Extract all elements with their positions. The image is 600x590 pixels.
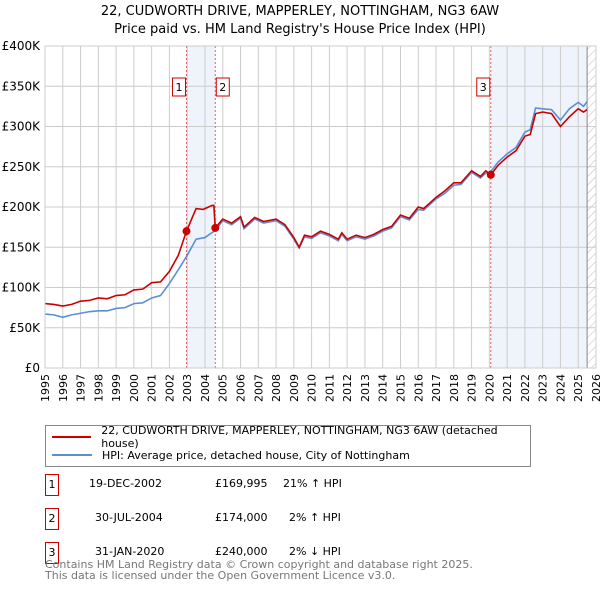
x-tick-label: 2006: [235, 374, 248, 402]
sale-hpi-diff: 2% ↓ HPI: [289, 545, 341, 558]
x-tick-label: 2011: [323, 374, 336, 402]
x-tick-label: 2007: [252, 374, 265, 402]
x-tick-label: 1997: [75, 374, 88, 402]
x-tick-label: 2009: [288, 374, 301, 402]
sale-marker-label: 3: [480, 81, 487, 94]
sale-marker-box: [171, 77, 186, 97]
legend-swatch-blue: [52, 454, 92, 456]
y-tick-label: £100K: [2, 281, 42, 295]
sale-marker-label: 1: [175, 81, 182, 94]
legend: 22, CUDWORTH DRIVE, MAPPERLEY, NOTTINGHA…: [45, 424, 531, 467]
sale-date: 19-DEC-2002: [89, 477, 163, 490]
chart-subtitle: Price paid vs. HM Land Registry's House …: [114, 22, 486, 37]
x-tick-label: 2021: [501, 374, 514, 402]
x-tick-label: 2005: [217, 374, 230, 402]
sale-marker-badge: 3: [45, 542, 59, 564]
x-tick-label: 2023: [537, 374, 550, 402]
footer-licence: This data is licensed under the Open Gov…: [45, 569, 396, 582]
legend-item-property: 22, CUDWORTH DRIVE, MAPPERLEY, NOTTINGHA…: [46, 424, 530, 450]
sale-price: £240,000: [215, 545, 268, 558]
sale-marker-badge: 1: [45, 474, 59, 496]
hpi-line: [44, 101, 588, 319]
x-tick-label: 2026: [590, 374, 600, 402]
x-tick-label: 2024: [554, 374, 567, 402]
y-tick-label: £200K: [2, 200, 42, 214]
plot-area: 1995 1996 1997 1998 1999 2000 2001 2002 2003 2004…: [2, 39, 600, 402]
x-tick-label: 2000: [128, 374, 141, 402]
legend-item-hpi: HPI: Average price, detached house, City…: [46, 446, 410, 464]
y-tick-label: £300K: [2, 120, 42, 134]
y-tick-label: £350K: [2, 79, 42, 93]
x-tick-label: 2018: [448, 374, 461, 402]
footer-copyright: Contains HM Land Registry data © Crown c…: [45, 558, 473, 571]
y-tick-label: £250K: [2, 160, 42, 174]
x-tick-label: 2013: [359, 374, 372, 402]
x-tick-label: 2002: [163, 374, 176, 402]
plot-border: [44, 45, 597, 369]
sale-point: [486, 170, 495, 179]
footer: Contains HM Land Registry data © Crown c…: [45, 559, 473, 581]
chart-title: 22, CUDWORTH DRIVE, MAPPERLEY, NOTTINGHA…: [100, 4, 500, 19]
y-tick-label: £400K: [2, 39, 42, 53]
sale-marker-box: [476, 77, 491, 97]
x-tick-label: 2022: [519, 374, 532, 402]
sale-point: [211, 223, 220, 232]
sale-date: 31-JAN-2020: [95, 545, 165, 558]
sale-price: £174,000: [215, 511, 268, 524]
y-tick-label: £50K: [9, 321, 41, 335]
legend-label: HPI: Average price, detached house, City…: [102, 448, 410, 462]
x-tick-label: 2008: [270, 374, 283, 402]
x-tick-label: 2019: [466, 374, 479, 402]
x-tick-label: 2017: [430, 374, 443, 402]
y-tick-label: £150K: [2, 240, 42, 254]
x-tick-label: 2001: [146, 374, 159, 402]
sale-marker-label: 2: [219, 81, 226, 94]
x-tick-label: 2025: [572, 374, 585, 402]
x-tick-label: 2010: [306, 374, 319, 402]
x-tick-label: 2012: [341, 374, 354, 402]
sale-marker-box: [215, 77, 230, 97]
legend-label: 22, CUDWORTH DRIVE, MAPPERLEY, NOTTINGHA…: [101, 424, 498, 450]
sale-hpi-diff: 21% ↑ HPI: [283, 477, 342, 490]
legend-swatch-red: [52, 436, 92, 438]
y-tick-label: £0: [25, 361, 40, 375]
x-tick-label: 2015: [394, 374, 407, 402]
x-tick-label: 2016: [412, 374, 425, 402]
sale-marker-badge: 2: [45, 508, 59, 530]
x-tick-label: 2003: [181, 374, 194, 402]
sale-hpi-diff: 2% ↑ HPI: [289, 511, 341, 524]
x-tick-label: 1995: [39, 374, 52, 402]
sale-date: 30-JUL-2004: [95, 511, 163, 524]
sale-price: £169,995: [215, 477, 268, 490]
x-tick-label: 1999: [110, 374, 123, 402]
x-tick-label: 2014: [377, 374, 390, 402]
x-tick-label: 1996: [57, 374, 70, 402]
property-price-line: [44, 107, 588, 307]
x-tick-label: 2004: [199, 374, 212, 402]
x-tick-label: 2020: [483, 374, 496, 402]
sale-point: [182, 227, 191, 236]
x-tick-label: 1998: [92, 374, 105, 402]
